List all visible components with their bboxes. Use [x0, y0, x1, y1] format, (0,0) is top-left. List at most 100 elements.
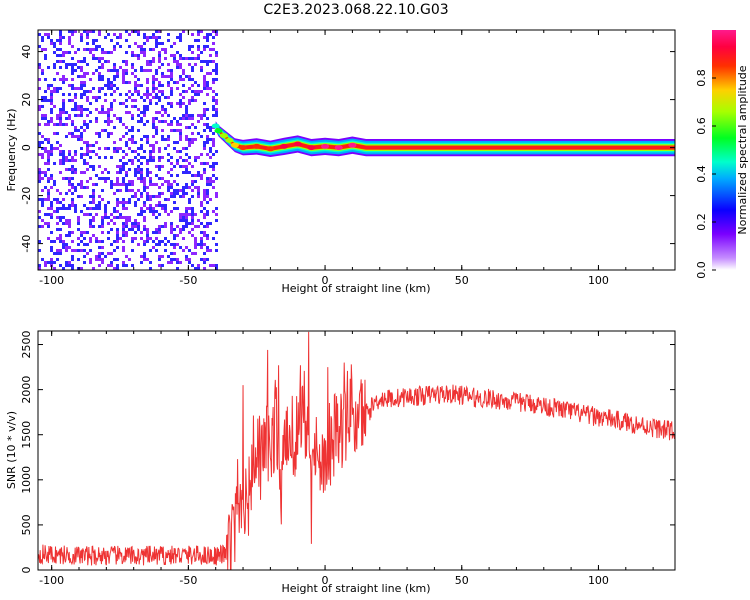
noise-speckle — [71, 57, 74, 60]
noise-speckle — [140, 255, 143, 258]
noise-speckle — [107, 60, 110, 63]
noise-speckle — [161, 240, 164, 243]
noise-speckle — [191, 123, 194, 126]
noise-speckle — [191, 222, 194, 225]
noise-speckle — [173, 42, 176, 45]
noise-speckle — [56, 60, 59, 63]
noise-speckle — [125, 216, 128, 219]
noise-speckle — [191, 195, 194, 198]
noise-speckle — [62, 207, 65, 210]
noise-speckle — [86, 243, 89, 246]
noise-speckle — [119, 36, 122, 39]
noise-speckle — [197, 195, 200, 198]
noise-speckle — [38, 177, 41, 180]
noise-speckle — [200, 177, 203, 180]
noise-speckle — [134, 237, 137, 240]
noise-speckle — [158, 225, 161, 228]
noise-speckle — [122, 228, 125, 231]
noise-speckle — [131, 126, 134, 129]
noise-speckle — [98, 90, 101, 93]
noise-speckle — [101, 258, 104, 261]
noise-speckle — [200, 258, 203, 261]
noise-speckle — [41, 48, 44, 51]
noise-speckle — [176, 60, 179, 63]
noise-speckle — [146, 195, 149, 198]
noise-speckle — [131, 129, 134, 132]
noise-speckle — [92, 30, 95, 33]
noise-speckle — [155, 216, 158, 219]
noise-speckle — [176, 261, 179, 264]
noise-speckle — [83, 186, 86, 189]
noise-speckle — [56, 90, 59, 93]
noise-speckle — [113, 258, 116, 261]
noise-speckle — [77, 216, 80, 219]
noise-speckle — [206, 246, 209, 249]
noise-speckle — [161, 165, 164, 168]
noise-speckle — [176, 189, 179, 192]
noise-speckle — [170, 225, 173, 228]
noise-speckle — [41, 219, 44, 222]
noise-speckle — [146, 228, 149, 231]
noise-speckle — [104, 255, 107, 258]
noise-speckle — [38, 78, 41, 81]
noise-speckle — [47, 150, 50, 153]
noise-speckle — [140, 69, 143, 72]
noise-speckle — [191, 51, 194, 54]
noise-speckle — [74, 108, 77, 111]
noise-speckle — [68, 93, 71, 96]
noise-speckle — [116, 264, 119, 267]
noise-speckle — [38, 105, 41, 108]
noise-speckle — [77, 87, 80, 90]
noise-speckle — [128, 168, 131, 171]
noise-speckle — [59, 30, 62, 33]
noise-speckle — [194, 246, 197, 249]
noise-speckle — [140, 180, 143, 183]
noise-speckle — [101, 78, 104, 81]
noise-speckle — [215, 78, 218, 81]
noise-speckle — [134, 141, 137, 144]
noise-speckle — [83, 249, 86, 252]
noise-speckle — [188, 87, 191, 90]
noise-speckle — [59, 87, 62, 90]
noise-speckle — [107, 51, 110, 54]
noise-speckle — [152, 87, 155, 90]
noise-speckle — [77, 222, 80, 225]
noise-speckle — [89, 177, 92, 180]
noise-speckle — [77, 129, 80, 132]
noise-speckle — [185, 219, 188, 222]
noise-speckle — [47, 225, 50, 228]
noise-speckle — [176, 174, 179, 177]
noise-speckle — [197, 30, 200, 33]
noise-speckle — [125, 162, 128, 165]
noise-speckle — [170, 120, 173, 123]
noise-speckle — [44, 117, 47, 120]
noise-speckle — [38, 249, 41, 252]
noise-speckle — [119, 117, 122, 120]
noise-speckle — [131, 51, 134, 54]
noise-speckle — [167, 144, 170, 147]
noise-speckle — [197, 264, 200, 267]
noise-speckle — [215, 243, 218, 246]
noise-speckle — [62, 105, 65, 108]
noise-speckle — [179, 117, 182, 120]
noise-speckle — [170, 69, 173, 72]
noise-speckle — [185, 138, 188, 141]
noise-speckle — [116, 69, 119, 72]
noise-speckle — [173, 180, 176, 183]
noise-speckle — [71, 99, 74, 102]
noise-speckle — [149, 195, 152, 198]
noise-speckle — [98, 246, 101, 249]
noise-speckle — [143, 42, 146, 45]
noise-speckle — [203, 168, 206, 171]
noise-speckle — [182, 192, 185, 195]
noise-speckle — [158, 57, 161, 60]
noise-speckle — [74, 186, 77, 189]
noise-speckle — [206, 93, 209, 96]
noise-speckle — [140, 210, 143, 213]
noise-speckle — [191, 33, 194, 36]
noise-speckle — [152, 210, 155, 213]
noise-speckle — [212, 42, 215, 45]
noise-speckle — [146, 60, 149, 63]
noise-speckle — [167, 183, 170, 186]
noise-speckle — [110, 87, 113, 90]
